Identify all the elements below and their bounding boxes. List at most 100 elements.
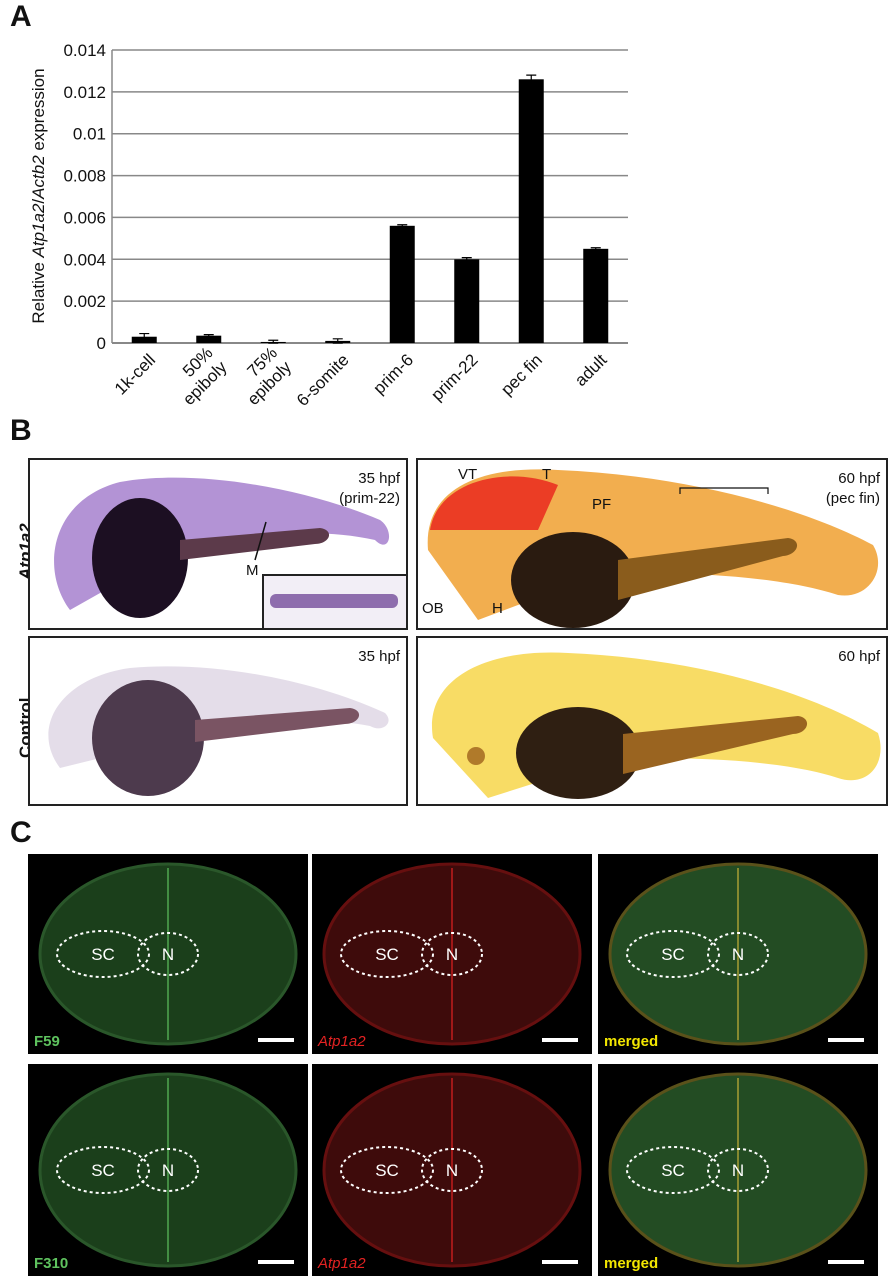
- micrograph-merged-row1: SC N merged: [598, 854, 878, 1054]
- error-bar: [590, 247, 601, 251]
- x-tick-label: 75%epiboly: [229, 343, 295, 409]
- y-axis-label: Relative Atp1a2/Actb2 expression: [29, 68, 48, 323]
- label-sc: SC: [661, 1161, 685, 1180]
- stage-label: 60 hpf: [838, 648, 880, 665]
- error-bar: [397, 224, 408, 228]
- notochord-outline: [421, 1148, 483, 1192]
- bars: [131, 79, 609, 344]
- y-tick-label: 0.006: [63, 208, 106, 227]
- expression-bar-chart: 0 0.002 0.004 0.006 0.008 0.01 0.012 0.014 1k-c…: [29, 41, 628, 410]
- notochord-outline: [707, 1148, 769, 1192]
- micrograph-merged-row2: SC N merged: [598, 1064, 878, 1276]
- panel-label-b: B: [10, 414, 32, 447]
- label-sc: SC: [375, 1161, 399, 1180]
- tissue-section: SC N: [608, 862, 868, 1046]
- stage-label: 60 hpf: [838, 470, 880, 487]
- panel-label-c: C: [10, 816, 32, 849]
- stage-sublabel: (prim-22): [339, 490, 400, 507]
- annotation-ob: OB: [422, 600, 444, 617]
- error-bar: [461, 257, 472, 262]
- scale-bar: [542, 1038, 578, 1042]
- notochord-outline: [137, 932, 199, 976]
- y-tick-label: 0.01: [73, 125, 106, 144]
- label-n: N: [446, 1161, 458, 1180]
- notochord-outline: [421, 932, 483, 976]
- annotation-h: H: [492, 600, 503, 617]
- bar: [454, 259, 480, 343]
- label-n: N: [446, 945, 458, 964]
- y-tick-label: 0.008: [63, 167, 106, 186]
- y-tick-label: 0.014: [63, 41, 106, 60]
- y-tick-label: 0.012: [63, 83, 106, 102]
- embryo-illustration: [431, 652, 881, 799]
- channel-label-merged: merged: [604, 1033, 659, 1050]
- error-bar: [526, 74, 537, 85]
- embryo-illustration: [48, 666, 389, 796]
- tissue-section: SC N: [38, 1072, 298, 1268]
- channel-label-red: Atp1a2: [318, 1255, 366, 1272]
- label-sc: SC: [91, 945, 115, 964]
- spinal-cord-outline: [340, 930, 434, 978]
- y-tick-label: 0.002: [63, 292, 106, 311]
- annotation-m: M: [246, 562, 259, 579]
- channel-label-red: Atp1a2: [318, 1033, 366, 1050]
- x-tick-label: 50%epiboly: [165, 343, 231, 409]
- channel-label-green: F310: [34, 1255, 69, 1272]
- spinal-cord-outline: [626, 1146, 720, 1194]
- gridlines: [112, 49, 628, 344]
- micrograph-red-row2: SC N Atp1a2: [312, 1064, 592, 1276]
- embryo-35hpf-control: 35 hpf: [28, 636, 408, 806]
- label-n: N: [162, 945, 174, 964]
- spinal-cord-outline: [56, 930, 150, 978]
- x-tick-label: 6-somite: [293, 350, 353, 410]
- spinal-cord-outline: [626, 930, 720, 978]
- annotation-vt: VT: [458, 466, 478, 483]
- stage-label: 35 hpf: [358, 470, 400, 487]
- error-bar: [268, 339, 279, 344]
- notochord-outline: [137, 1148, 199, 1192]
- channel-label-green: F59: [34, 1033, 60, 1050]
- label-sc: SC: [661, 945, 685, 964]
- spinal-cord-outline: [56, 1146, 150, 1194]
- scale-bar: [542, 1260, 578, 1264]
- tissue-section: SC N: [38, 862, 298, 1046]
- x-tick-label: pec fin: [497, 350, 546, 399]
- x-tick-label: adult: [571, 350, 611, 390]
- scale-bar: [828, 1038, 864, 1042]
- stage-sublabel: (pec fin): [825, 490, 880, 507]
- error-bars: [139, 74, 601, 344]
- label-n: N: [732, 945, 744, 964]
- micrograph-green-row2: SC N F310: [28, 1064, 308, 1276]
- embryo-illustration: [427, 469, 879, 628]
- channel-label-merged: merged: [604, 1255, 659, 1272]
- error-bar: [203, 334, 214, 338]
- embryo-60hpf-atp1a2: 60 hpf (pec fin) VT T PF OB H: [416, 458, 888, 630]
- x-tick-label: prim-6: [370, 350, 417, 397]
- bar: [196, 335, 222, 343]
- panel-label-a: A: [10, 0, 32, 33]
- inset-zoom: [262, 574, 406, 628]
- x-tick-label: 1k-cell: [111, 350, 159, 398]
- tissue-section: SC N: [608, 1072, 868, 1268]
- y-tick-label: 0.004: [63, 250, 106, 269]
- label-sc: SC: [375, 945, 399, 964]
- embryo-illustration: [54, 477, 390, 618]
- tissue-section: SC N: [322, 1072, 582, 1268]
- embryo-60hpf-control: 60 hpf: [416, 636, 888, 806]
- y-tick-labels: 0 0.002 0.004 0.006 0.008 0.01 0.012 0.014: [63, 41, 106, 353]
- label-sc: SC: [91, 1161, 115, 1180]
- bar: [389, 225, 415, 343]
- scale-bar: [828, 1260, 864, 1264]
- scale-bar: [258, 1260, 294, 1264]
- bar: [583, 248, 609, 343]
- embryo-35hpf-atp1a2: 35 hpf (prim-22) M: [28, 458, 408, 630]
- stage-label: 35 hpf: [358, 648, 400, 665]
- x-tick-label: prim-22: [427, 350, 481, 404]
- y-tick-label: 0: [97, 334, 106, 353]
- annotation-pf: PF: [592, 496, 612, 513]
- scale-bar: [258, 1038, 294, 1042]
- notochord-outline: [707, 932, 769, 976]
- bar: [518, 79, 544, 344]
- tissue-section: SC N: [322, 862, 582, 1046]
